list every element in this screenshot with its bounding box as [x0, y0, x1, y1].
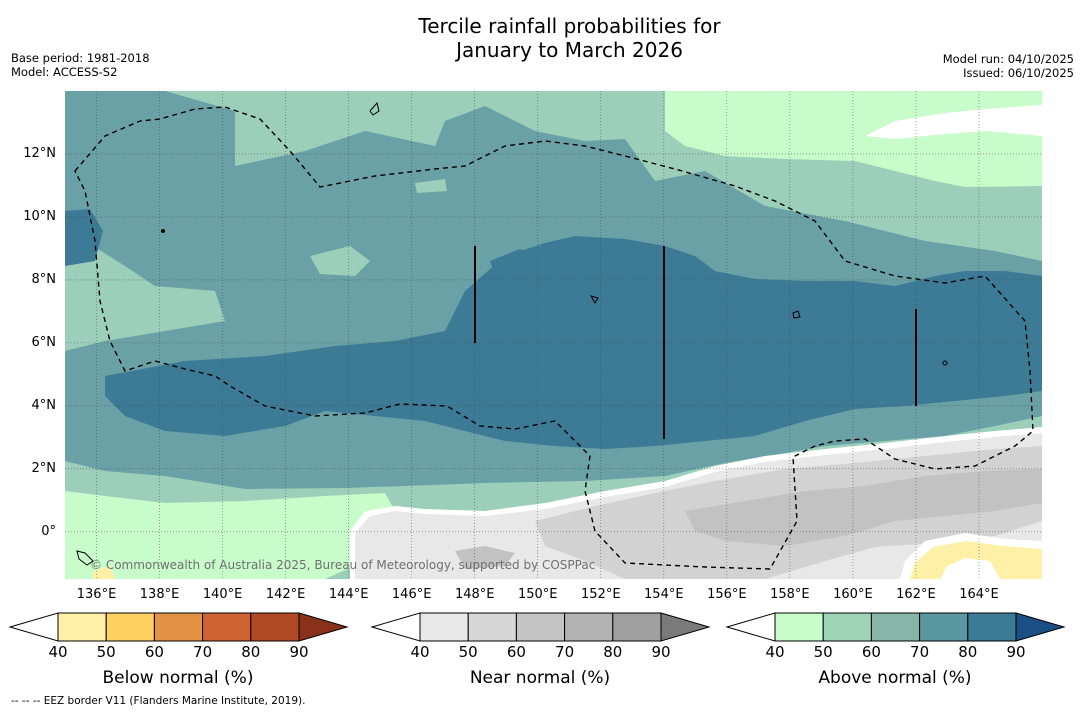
meta-left: Base period: 1981-2018 Model: ACCESS-S2 — [11, 51, 150, 79]
colorbar-segment — [919, 612, 969, 642]
colorbar-tick-label: 80 — [958, 643, 978, 661]
colorbar-segment — [419, 612, 469, 642]
light-green-region-west — [65, 491, 395, 579]
above-80-band — [105, 236, 1042, 449]
x-tick-label: 152°E — [581, 587, 621, 602]
colorbar-segment — [515, 612, 566, 642]
colorbar-segment — [774, 612, 824, 642]
colorbar-tick-label: 50 — [458, 643, 478, 661]
meta-right: Model run: 04/10/2025 Issued: 06/10/2025 — [943, 52, 1074, 80]
y-tick-label: 4°N — [31, 397, 57, 413]
colorbar-above-normal — [725, 612, 1066, 642]
colorbar-extend-high — [298, 612, 349, 642]
above-normal-title: Above normal (%) — [818, 668, 972, 688]
island-1 — [369, 101, 380, 116]
white-patch-north — [865, 105, 1042, 139]
y-tick-label: 0° — [41, 523, 56, 539]
x-tick-label: 164°E — [959, 587, 999, 602]
dark-bump — [490, 249, 535, 276]
x-tick-label: 160°E — [833, 587, 873, 602]
colorbar-segment — [57, 612, 107, 642]
y-tick-label: 6°N — [31, 334, 57, 350]
colorbar-extend-low — [8, 612, 59, 642]
x-tick-label: 148°E — [454, 587, 495, 602]
near-normal-title: Near normal (%) — [469, 668, 611, 688]
colorbar-extend-high — [660, 612, 711, 642]
x-tick-label: 158°E — [770, 587, 810, 602]
x-tick-label: 150°E — [517, 587, 558, 602]
island-3 — [589, 295, 599, 304]
island-6 — [942, 360, 948, 366]
title-line-2: January to March 2026 — [456, 38, 683, 62]
colorbar-tick-label: 90 — [651, 643, 671, 661]
y-tick-label: 2°N — [31, 460, 57, 476]
issued-date: Issued: 06/10/2025 — [963, 66, 1074, 80]
map-credit: © Commonwealth of Australia 2025, Bureau… — [90, 558, 596, 572]
below-normal-inner-white — [940, 558, 1000, 579]
island-4 — [76, 550, 94, 566]
green-pocket-1 — [310, 246, 370, 276]
x-tick-label: 144°E — [328, 587, 369, 602]
x-tick-label: 146°E — [391, 587, 432, 602]
colorbar-tick-label: 70 — [193, 643, 213, 661]
near-normal-60 — [685, 469, 1042, 546]
below-normal-small — [93, 566, 115, 579]
y-tick-label: 10°N — [23, 208, 56, 224]
green-pocket-2 — [415, 179, 447, 193]
y-tick-label: 12°N — [23, 145, 56, 161]
colorbar-tick-label: 70 — [555, 643, 575, 661]
colorbar-segment — [612, 612, 662, 642]
colorbar-below-normal — [8, 612, 349, 642]
x-tick-label: 154°E — [644, 587, 684, 602]
colorbar-extend-low — [370, 612, 421, 642]
below-normal-title: Below normal (%) — [102, 668, 254, 688]
title-line-1: Tercile rainfall probabilities for — [418, 14, 721, 38]
colorbar-segment — [153, 612, 204, 642]
island-2 — [792, 310, 801, 319]
colorbar-segment — [822, 612, 872, 642]
colorbar-near-normal — [370, 612, 711, 642]
colorbar-tick-label: 80 — [603, 643, 623, 661]
colorbar-segment — [105, 612, 155, 642]
colorbar-segment — [870, 612, 921, 642]
colorbar-tick-label: 60 — [506, 643, 526, 661]
model-run: Model run: 04/10/2025 — [942, 52, 1074, 66]
eez-legend-footer: -- -- -- EEZ border V11 (Flanders Marine… — [11, 695, 306, 707]
dark-west-patch — [65, 209, 103, 266]
colorbar-tick-label: 40 — [410, 643, 430, 661]
x-tick-label: 162°E — [896, 587, 936, 602]
colorbar-tick-label: 90 — [1006, 643, 1026, 661]
colorbar-tick-label: 70 — [910, 643, 930, 661]
colorbar-tick-label: 60 — [861, 643, 881, 661]
x-tick-label: 138°E — [139, 587, 180, 602]
eez-border-fsm — [74, 106, 1034, 570]
colorbar-segment — [202, 612, 252, 642]
colorbar-tick-label: 80 — [241, 643, 261, 661]
colorbar-tick-label: 60 — [144, 643, 164, 661]
colorbar-extend-high — [1015, 612, 1066, 642]
colorbar-tick-label: 90 — [289, 643, 309, 661]
probability-map — [65, 91, 1042, 579]
base-period: Base period: 1981-2018 — [11, 51, 150, 65]
colorbar-tick-label: 40 — [765, 643, 785, 661]
colorbar-segment — [467, 612, 517, 642]
chart-title: Tercile rainfall probabilities for Janua… — [0, 14, 1085, 62]
colorbar-tick-label: 50 — [96, 643, 116, 661]
colorbar-segment — [250, 612, 300, 642]
colorbar-tick-label: 40 — [48, 643, 68, 661]
near-normal-60-b — [455, 546, 515, 569]
colorbar-tick-label: 50 — [813, 643, 833, 661]
colorbar-extend-low — [725, 612, 776, 642]
colorbar-segment — [967, 612, 1017, 642]
model-name: Model: ACCESS-S2 — [11, 65, 118, 79]
x-tick-label: 140°E — [202, 587, 243, 602]
x-tick-label: 156°E — [707, 587, 747, 602]
x-tick-label: 142°E — [265, 587, 306, 602]
colorbar-segment — [564, 612, 614, 642]
x-tick-label: 136°E — [76, 587, 117, 602]
island-5 — [161, 229, 165, 233]
y-tick-label: 8°N — [31, 271, 57, 287]
